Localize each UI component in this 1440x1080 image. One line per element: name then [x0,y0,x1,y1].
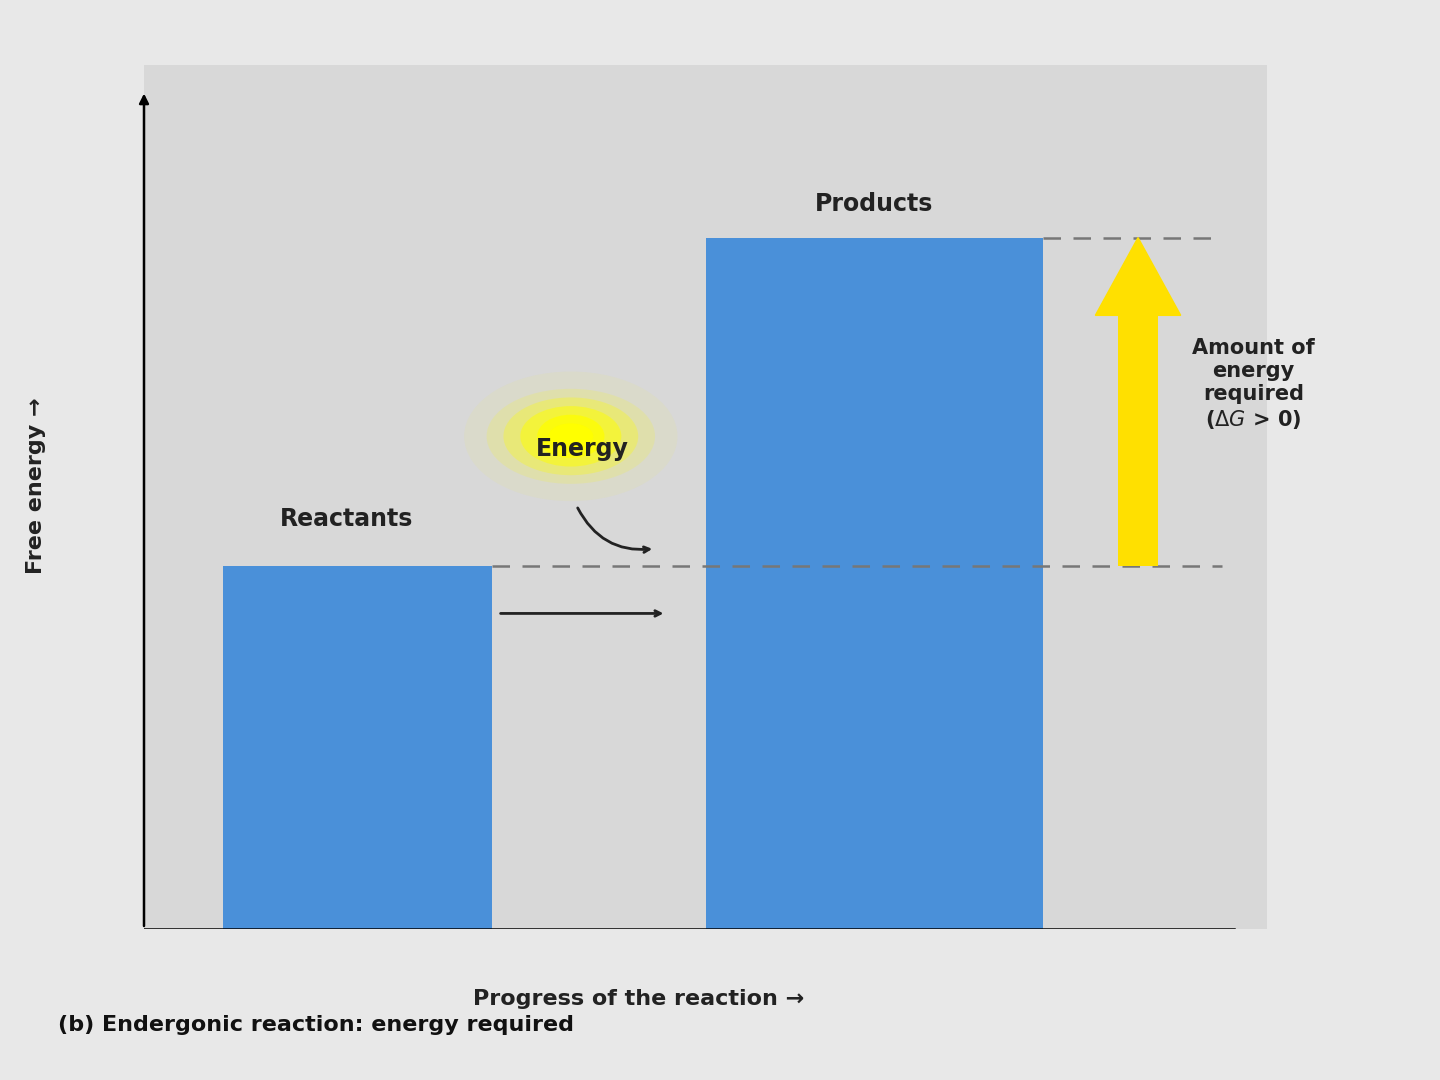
Text: (b) Endergonic reaction: energy required: (b) Endergonic reaction: energy required [58,1015,573,1036]
Text: Reactants: Reactants [279,508,413,531]
Text: Progress of the reaction →: Progress of the reaction → [472,989,804,1010]
Bar [1117,315,1158,523]
Bar [1117,523,1158,566]
Ellipse shape [487,389,655,484]
Text: Energy: Energy [536,437,628,461]
Text: Amount of
energy
required
($\Delta G$ > 0): Amount of energy required ($\Delta G$ > … [1192,338,1315,431]
Ellipse shape [520,406,622,467]
Bar [706,238,1043,929]
Text: Products: Products [815,192,933,216]
Ellipse shape [549,423,593,449]
Text: Free energy →: Free energy → [26,397,46,575]
Polygon shape [1096,238,1181,315]
Ellipse shape [504,397,638,475]
Ellipse shape [464,372,678,501]
Bar [223,566,492,929]
Ellipse shape [537,415,605,458]
